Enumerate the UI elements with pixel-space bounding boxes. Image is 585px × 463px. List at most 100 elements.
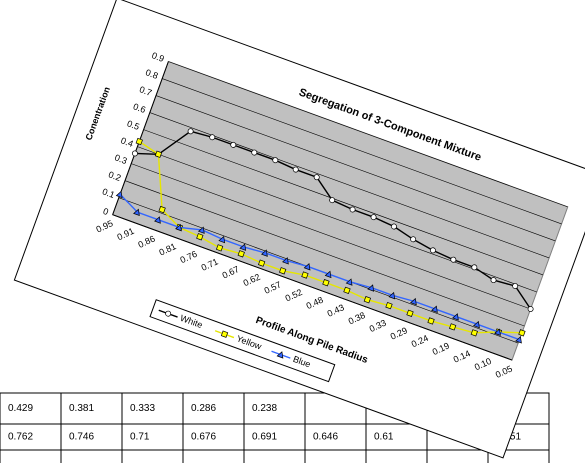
marker <box>165 310 172 317</box>
marker <box>527 306 534 312</box>
table-cell <box>243 449 306 463</box>
marker <box>518 329 526 337</box>
marker <box>515 336 522 344</box>
marker <box>230 141 237 148</box>
y-tick-label: 0.4 <box>119 135 134 149</box>
table-cell-text: 0.286 <box>191 403 216 414</box>
y-tick-label: 0.7 <box>138 84 153 98</box>
table-cell <box>426 449 489 463</box>
table-cell <box>60 449 123 463</box>
marker <box>261 249 268 257</box>
table-cell <box>60 392 123 425</box>
marker <box>282 257 289 265</box>
table-cell <box>182 392 245 425</box>
marker <box>512 283 519 289</box>
table-cell <box>0 449 62 463</box>
table-cell <box>121 449 184 463</box>
grid-line <box>155 95 556 242</box>
y-tick-label: 0.2 <box>107 169 122 183</box>
marker <box>363 296 372 304</box>
marker <box>237 250 245 258</box>
table-cell <box>0 423 62 451</box>
marker <box>329 197 336 204</box>
marker <box>452 313 459 321</box>
marker <box>158 205 166 214</box>
marker <box>133 208 140 217</box>
marker <box>135 137 143 146</box>
legend-box <box>149 299 336 383</box>
y-axis <box>112 61 169 215</box>
table: 0.4290.3810.3330.2860.2380.0480.7620.746… <box>0 392 550 463</box>
grid-line <box>137 146 537 293</box>
grid-line <box>149 112 550 259</box>
y-tick-label: 0.8 <box>144 67 159 81</box>
marker <box>385 301 393 310</box>
marker <box>471 264 478 271</box>
table-cell-text: 0.381 <box>69 403 94 414</box>
marker <box>187 128 194 135</box>
marker <box>490 277 497 284</box>
marker <box>410 297 417 306</box>
marker <box>322 279 330 287</box>
table-cell <box>304 449 367 463</box>
grid-line <box>143 129 544 276</box>
table-cell-text: 0.61 <box>374 432 394 443</box>
marker <box>391 223 397 230</box>
table-cell <box>365 449 428 463</box>
y-tick-label: 0.5 <box>126 118 141 132</box>
marker <box>251 149 258 156</box>
grid-line <box>168 61 568 208</box>
marker <box>239 243 247 251</box>
y-tick-label: 0 <box>102 206 110 217</box>
marker <box>473 320 480 329</box>
y-tick-label: 0.3 <box>113 152 128 166</box>
grid-line <box>131 163 531 310</box>
marker <box>292 166 299 173</box>
table-cell-text: 0.429 <box>8 403 33 414</box>
grid-line <box>124 180 525 327</box>
marker <box>450 256 457 263</box>
marker <box>349 206 356 213</box>
marker <box>272 157 279 164</box>
marker <box>449 323 457 331</box>
marker <box>470 329 478 337</box>
marker <box>115 190 123 199</box>
table-cell <box>365 423 428 451</box>
table-cell-text: 0.238 <box>252 403 277 414</box>
marker <box>131 150 138 157</box>
table-cell <box>182 449 245 463</box>
grid-line <box>162 78 562 225</box>
table-cell <box>243 392 306 425</box>
series-line <box>138 140 522 334</box>
y-tick-label: 0.1 <box>101 186 116 200</box>
marker <box>410 236 417 243</box>
marker <box>343 286 351 294</box>
marker <box>175 223 182 232</box>
marker <box>154 216 161 224</box>
marker <box>218 235 226 244</box>
table-cell-text: 0.762 <box>8 432 33 443</box>
marker <box>406 309 414 317</box>
y-tick-label: 0.6 <box>132 101 147 115</box>
table-cell-text: 0.646 <box>313 432 338 443</box>
marker <box>154 150 163 158</box>
marker <box>324 270 332 279</box>
chart: Segregation of 3-Component Mixture Profi… <box>13 0 585 459</box>
marker <box>257 259 266 267</box>
marker <box>220 330 229 338</box>
marker <box>209 134 216 141</box>
marker <box>427 317 435 325</box>
marker <box>370 214 377 221</box>
table-cell-text: 0.71 <box>130 432 150 443</box>
marker <box>313 174 320 181</box>
marker <box>388 291 396 300</box>
table-cell <box>182 423 245 451</box>
series-line <box>119 193 520 341</box>
marker <box>197 226 205 234</box>
marker <box>429 247 436 254</box>
table-cell-text: 0.691 <box>252 432 277 443</box>
table-cell-text: 0.676 <box>191 432 216 443</box>
